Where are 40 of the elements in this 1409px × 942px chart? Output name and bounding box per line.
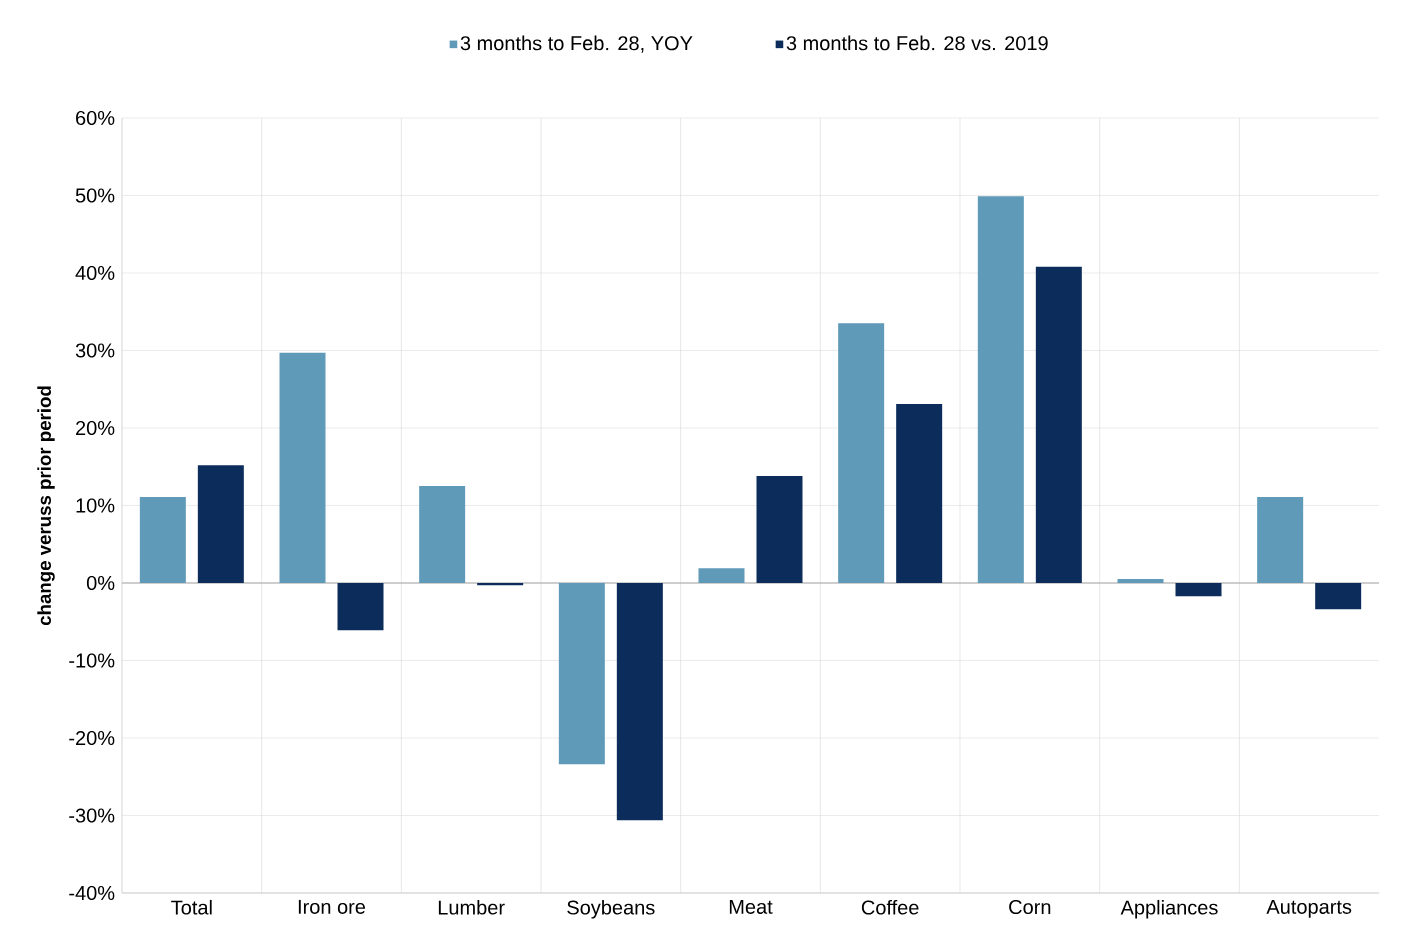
y-tick-label: -20% — [69, 730, 115, 746]
bar — [197, 465, 244, 583]
bar — [279, 352, 326, 583]
y-tick-label: -10% — [69, 653, 115, 668]
y-tick-label: 40% — [75, 265, 115, 281]
bar — [1315, 583, 1362, 610]
bar — [1257, 496, 1304, 583]
bar — [896, 403, 943, 583]
x-tick-label: Autoparts — [1266, 899, 1352, 918]
y-tick-label: 60% — [76, 110, 115, 126]
bar — [1035, 266, 1082, 583]
bar — [337, 583, 384, 631]
x-tick-label: Coffee — [861, 899, 919, 915]
bar — [616, 583, 663, 821]
x-tick-label: Total — [171, 899, 212, 915]
legend-label: 3 months to Feb. 28, YOY — [460, 35, 693, 53]
bar — [1175, 583, 1222, 597]
x-tick-label: Iron ore — [298, 899, 366, 914]
x-tick-label: Soybeans — [567, 899, 655, 919]
y-tick-label: 10% — [76, 498, 115, 513]
bar — [698, 568, 745, 583]
x-tick-label: Lumber — [438, 899, 505, 915]
bar — [838, 323, 885, 583]
y-tick-label: 50% — [75, 188, 115, 203]
x-tick-label: Meat — [729, 899, 773, 914]
bar — [558, 583, 605, 765]
legend-label: 3 months to Feb. 28 vs. 2019 — [786, 35, 1048, 51]
bar — [139, 496, 186, 583]
y-tick-label: -40% — [69, 885, 115, 901]
y-axis-title: change veruss prior period — [37, 386, 55, 626]
y-tick-label: 0% — [86, 575, 115, 591]
x-tick-label: Corn — [1009, 899, 1051, 915]
bar — [419, 486, 466, 583]
y-tick-label: 20% — [76, 420, 115, 436]
bar — [1117, 579, 1164, 583]
x-tick-label: Appliances — [1120, 899, 1218, 919]
bar — [756, 476, 803, 583]
y-tick-label: 30% — [75, 343, 115, 358]
y-tick-label: -30% — [69, 808, 115, 823]
bar — [977, 196, 1024, 583]
